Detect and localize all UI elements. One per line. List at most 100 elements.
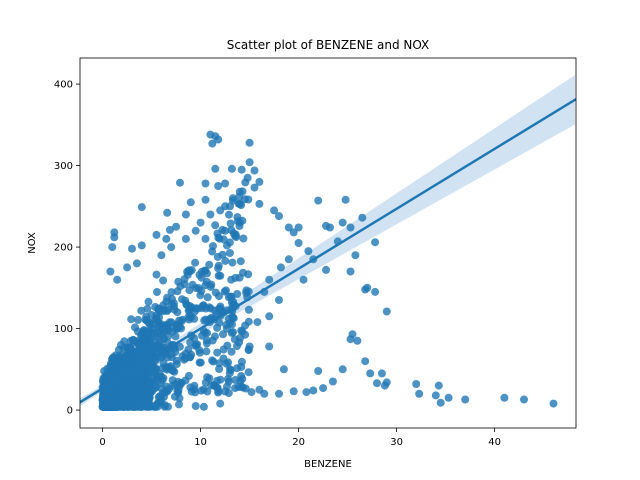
scatter-point <box>227 328 236 337</box>
scatter-point <box>227 275 236 284</box>
scatter-point <box>169 299 178 308</box>
scatter-point <box>197 273 206 282</box>
scatter-point <box>436 398 445 407</box>
scatter-point <box>377 369 386 378</box>
scatter-point <box>338 365 347 374</box>
scatter-point <box>346 335 355 344</box>
scatter-point <box>214 135 223 144</box>
scatter-point <box>250 183 259 192</box>
scatter-point <box>137 306 146 315</box>
scatter-point <box>211 288 220 297</box>
scatter-point <box>221 226 230 235</box>
scatter-point <box>227 347 236 356</box>
scatter-point <box>461 395 470 404</box>
scatter-point <box>139 374 148 383</box>
scatter-point <box>113 275 122 284</box>
scatter-point <box>225 210 233 219</box>
scatter-point <box>209 357 218 366</box>
scatter-point <box>203 373 212 382</box>
scatter-point <box>199 301 207 310</box>
scatter-point <box>167 243 176 252</box>
scatter-point <box>229 229 238 238</box>
scatter-point <box>245 138 254 147</box>
scatter-point <box>199 402 208 411</box>
scatter-point <box>107 393 116 401</box>
scatter-point <box>129 390 138 399</box>
scatter-point <box>213 348 222 357</box>
scatter-point <box>174 277 183 286</box>
scatter-point <box>181 210 190 219</box>
scatter-point <box>209 242 217 251</box>
scatter-point <box>222 286 230 295</box>
scatter-point <box>255 199 264 208</box>
scatter-point <box>158 364 167 373</box>
scatter-point <box>170 305 179 314</box>
scatter-point <box>140 338 148 347</box>
scatter-point <box>338 218 347 227</box>
scatter-point <box>187 312 195 321</box>
scatter-point <box>201 195 210 204</box>
scatter-point <box>346 223 355 232</box>
scatter-point <box>224 377 233 386</box>
scatter-point <box>226 219 235 228</box>
scatter-point <box>137 388 146 397</box>
scatter-point <box>549 399 558 408</box>
scatter-point <box>203 329 212 338</box>
scatter-point <box>294 223 303 232</box>
scatter-point <box>167 288 176 297</box>
scatter-point <box>156 319 165 328</box>
scatter-point <box>206 304 215 313</box>
scatter-point <box>181 376 190 385</box>
scatter-point <box>134 315 143 324</box>
scatter-point <box>225 238 234 247</box>
scatter-point <box>162 234 171 243</box>
scatter-point <box>213 252 222 261</box>
scatter-point <box>164 332 172 341</box>
scatter-point <box>168 376 177 385</box>
scatter-point <box>196 218 205 227</box>
scatter-point <box>235 199 244 208</box>
scatter-point <box>142 328 151 337</box>
scatter-point <box>119 366 128 374</box>
scatter-point <box>185 302 194 310</box>
scatter-point <box>215 365 224 373</box>
scatter-point <box>243 173 252 182</box>
scatter-point <box>326 223 334 232</box>
scatter-point <box>237 165 246 174</box>
scatter-point <box>178 315 187 324</box>
scatter-point <box>201 234 210 243</box>
scatter-point <box>250 166 259 175</box>
scatter-point <box>235 273 244 282</box>
scatter-point <box>247 388 256 397</box>
scatter-point <box>328 377 337 386</box>
scatter-point <box>186 338 195 347</box>
scatter-point <box>221 256 230 265</box>
scatter-point <box>244 305 253 314</box>
scatter-point <box>237 382 246 391</box>
scatter-point <box>371 238 380 247</box>
scatter-point <box>164 402 172 411</box>
scatter-point <box>175 400 183 409</box>
scatter-point <box>211 221 220 230</box>
scatter-point <box>236 257 245 266</box>
scatter-point <box>192 284 200 293</box>
scatter-point <box>203 336 211 345</box>
scatter-point <box>225 249 234 257</box>
scatter-point <box>146 369 155 378</box>
scatter-point <box>415 389 424 398</box>
scatter-point <box>233 290 242 298</box>
scatter-point <box>116 397 125 406</box>
scatter-point <box>180 280 189 289</box>
scatter-point <box>191 258 200 267</box>
scatter-point <box>147 377 156 386</box>
scatter-point <box>219 330 227 339</box>
scatter-point <box>225 319 234 328</box>
scatter-point <box>137 203 146 212</box>
scatter-point <box>275 389 283 398</box>
scatter-point <box>304 247 313 256</box>
scatter-point <box>128 244 136 253</box>
scatter-point <box>279 365 288 374</box>
scatter-point <box>216 271 225 280</box>
scatter-point <box>195 346 204 355</box>
scatter-point <box>358 213 367 222</box>
